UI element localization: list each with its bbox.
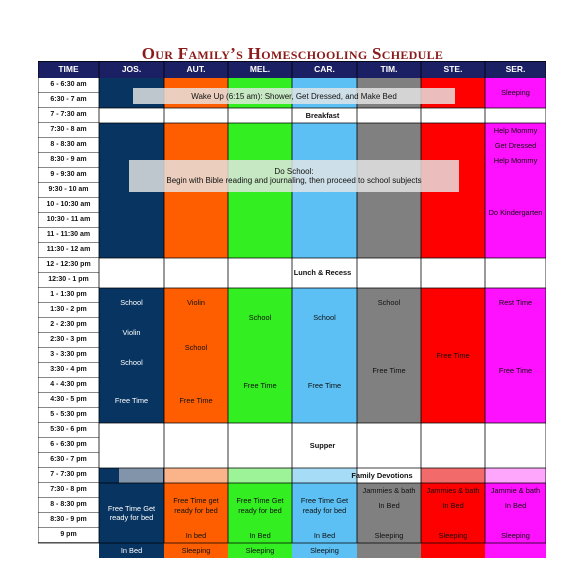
column-header-ser: SER.: [505, 64, 526, 75]
devotions-ste: [421, 468, 485, 483]
time-cell: 1 - 1:30 pm: [38, 288, 99, 303]
time-cell: 3:30 - 4 pm: [38, 363, 99, 378]
devotions-mel: [228, 468, 292, 483]
time-cell: 11:30 - 12 am: [38, 243, 99, 258]
time-cell: 7 - 7:30 am: [38, 108, 99, 123]
aut-sleeping: Sleeping: [164, 543, 228, 558]
time-cell: 1:30 - 2 pm: [38, 303, 99, 318]
devotions-aut: [164, 468, 228, 483]
car-school: School: [292, 288, 357, 348]
do-school-title: Do School:: [274, 167, 314, 176]
aut-free-time-ready: Free Time get ready for bed: [164, 483, 228, 528]
ser-sleeping-morning: Sleeping: [485, 78, 546, 108]
column-header-jos: JOS.: [121, 64, 142, 75]
time-cell: 9 pm: [38, 528, 99, 543]
ste-free-time: Free Time: [421, 288, 485, 423]
time-cell: 4:30 - 5 pm: [38, 393, 99, 408]
time-cell: 5 - 5:30 pm: [38, 408, 99, 423]
tim-jammies: Jammies & bath: [357, 483, 421, 498]
ste-in-bed: In Bed: [421, 498, 485, 513]
time-cell: 4 - 4:30 pm: [38, 378, 99, 393]
time-cell: 11 - 11:30 am: [38, 228, 99, 243]
tim-school: School: [357, 288, 421, 318]
time-cell: 6:30 - 7 pm: [38, 453, 99, 468]
jos-violin: Violin: [99, 318, 164, 348]
do-school-description: Begin with Bible reading and journaling,…: [166, 176, 422, 185]
time-cell: 7:30 - 8 am: [38, 123, 99, 138]
time-cell: 5:30 - 6 pm: [38, 423, 99, 438]
time-cell: 6 - 6:30 pm: [38, 438, 99, 453]
devotions-tim: [357, 468, 421, 483]
car-free-time-ready: Free Time Get ready for bed: [292, 483, 357, 528]
time-cell: 7 - 7:30 pm: [38, 468, 99, 483]
tim-sleeping: Sleeping: [357, 513, 421, 558]
devotions-ser: [485, 468, 546, 483]
aut-free-time: Free Time: [164, 378, 228, 423]
aut-school: School: [164, 318, 228, 378]
time-cell: 9:30 - 10 am: [38, 183, 99, 198]
do-school-overlay: Do School: Begin with Bible reading and j…: [129, 160, 459, 192]
tim-in-bed: In Bed: [357, 498, 421, 513]
ser-in-bed: In Bed: [485, 498, 546, 513]
mel-free-time: Free Time: [228, 348, 292, 423]
aut-in-bed: In bed: [164, 528, 228, 543]
time-cell: 2:30 - 3 pm: [38, 333, 99, 348]
schedule-table: TIME JOS. AUT. MEL. CAR. TIM. STE. SER. 6 - 6:30…: [38, 61, 546, 558]
car-in-bed: In Bed: [292, 528, 357, 543]
time-cell: 7:30 - 8 pm: [38, 483, 99, 498]
column-header-ste: STE.: [443, 64, 463, 75]
ser-sleeping: Sleeping: [485, 513, 546, 558]
jos-devotions-light: [119, 468, 163, 483]
car-sleeping: Sleeping: [292, 543, 357, 558]
jos-school-pm2: School: [99, 348, 164, 378]
ser-get-dressed: Get Dressed: [485, 138, 546, 153]
ser-help-mommy-1: Help Mommy: [485, 123, 546, 138]
jos-in-bed: In Bed: [99, 543, 164, 558]
time-cell: 6 - 6:30 am: [38, 78, 99, 93]
mel-sleeping: Sleeping: [228, 543, 292, 558]
lunch-row: Lunch & Recess: [99, 258, 546, 288]
ser-help-mommy-2: Help Mommy: [485, 153, 546, 168]
time-cell: 8:30 - 9 am: [38, 153, 99, 168]
breakfast-row: Breakfast: [99, 108, 546, 123]
column-header-aut: AUT.: [186, 64, 206, 75]
ser-kindergarten: Do Kindergarten: [485, 168, 546, 258]
column-header-tim: TIM.: [380, 64, 398, 75]
time-cell: 10:30 - 11 am: [38, 213, 99, 228]
ste-sleeping: Sleeping: [421, 513, 485, 558]
column-header-car: CAR.: [314, 64, 335, 75]
tim-free-time: Free Time: [357, 318, 421, 423]
time-cell: 12 - 12:30 pm: [38, 258, 99, 273]
ser-rest-time: Rest Time: [485, 288, 546, 318]
time-cell: 6:30 - 7 am: [38, 93, 99, 108]
time-cell: 8:30 - 9 pm: [38, 513, 99, 528]
mel-in-bed: In Bed: [228, 528, 292, 543]
jos-school-pm: School: [99, 288, 164, 318]
column-header-time: TIME: [58, 64, 79, 75]
jos-free-time: Free Time: [99, 378, 164, 423]
time-cell: 2 - 2:30 pm: [38, 318, 99, 333]
mel-free-time-ready: Free Time Get ready for bed: [228, 483, 292, 528]
time-cell: 3 - 3:30 pm: [38, 348, 99, 363]
devotions-car: [292, 468, 357, 483]
time-cell: 9 - 9:30 am: [38, 168, 99, 183]
jos-free-time-ready: Free Time Get ready for bed: [99, 483, 164, 543]
ser-free-time: Free Time: [485, 318, 546, 423]
page-title: Our Family’s Homeschooling Schedule: [141, 44, 444, 63]
devotions-label: Family Devotions: [351, 470, 413, 480]
time-cell: 8 - 8:30 am: [38, 138, 99, 153]
wake-up-overlay: Wake Up (6:15 am): Shower, Get Dressed, …: [133, 88, 455, 104]
car-free-time: Free Time: [292, 348, 357, 423]
time-cell: 12:30 - 1 pm: [38, 273, 99, 288]
supper-row: Supper: [99, 423, 546, 468]
ste-jammies: Jammies & bath: [421, 483, 485, 498]
ser-jammie: Jammie & bath: [485, 483, 546, 498]
aut-violin: Violin: [164, 288, 228, 318]
column-header-mel: MEL.: [249, 64, 271, 75]
mel-school: School: [228, 288, 292, 348]
time-cell: 8 - 8:30 pm: [38, 498, 99, 513]
time-cell: 10 - 10:30 am: [38, 198, 99, 213]
